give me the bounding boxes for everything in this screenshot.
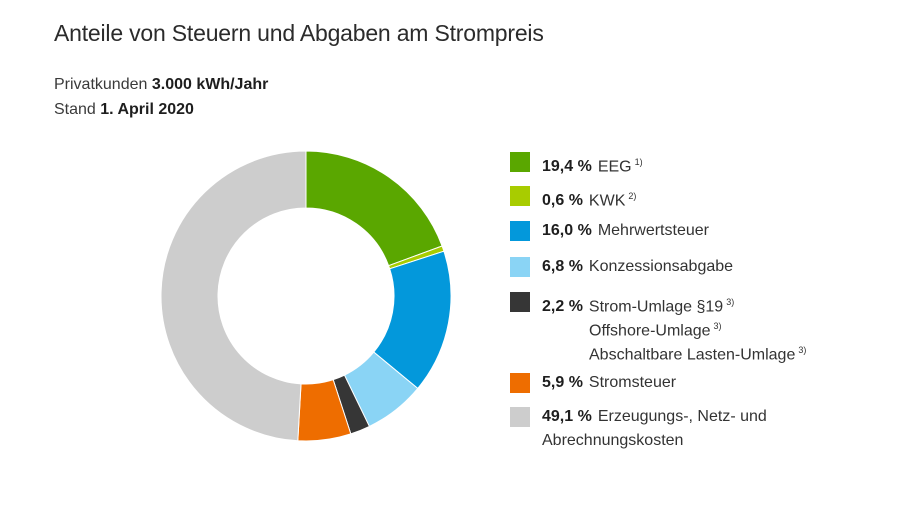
legend-swatch xyxy=(510,221,530,241)
chart-title: Anteile von Steuern und Abgaben am Strom… xyxy=(54,20,544,46)
legend-percent: 19,4 % xyxy=(542,158,592,176)
legend-name: Strom-Umlage §19 xyxy=(588,298,724,316)
legend-percent: 49,1 % xyxy=(542,408,592,425)
legend-name: Mehrwertsteuer xyxy=(597,222,709,239)
legend-swatch xyxy=(510,257,530,277)
legend-percent: 2,2 % xyxy=(542,298,583,316)
legend-continuation: Abrechnungskosten xyxy=(542,429,683,453)
subtitle-customer-label: Privatkunden xyxy=(54,76,148,93)
legend-continuation-text: Abschaltbare Lasten-Umlage xyxy=(589,346,796,364)
legend-name: Konzessionsabgabe xyxy=(588,258,734,275)
legend-continuation: Abschaltbare Lasten-Umlage 3) xyxy=(589,338,806,367)
legend-label: 49,1 % Erzeugungs-, Netz- und xyxy=(542,405,767,429)
legend-percent: 5,9 % xyxy=(542,374,583,391)
legend-continuation: Offshore-Umlage 3) xyxy=(589,314,722,343)
donut-chart xyxy=(160,150,452,442)
subtitle-date-value: 1. April 2020 xyxy=(100,101,194,118)
legend-swatch xyxy=(510,292,530,312)
legend-label: 0,6 % KWK 2) xyxy=(542,184,636,213)
legend-footnote: 3) xyxy=(713,321,722,331)
legend-label: 5,9 % Stromsteuer xyxy=(542,371,676,395)
legend-name: Erzeugungs-, Netz- und xyxy=(597,408,767,425)
legend-percent: 16,0 % xyxy=(542,222,592,239)
legend-label: 2,2 % Strom-Umlage §19 3) xyxy=(542,290,734,319)
legend-continuation-text: Abrechnungskosten xyxy=(542,432,684,449)
legend-footnote: 1) xyxy=(634,157,643,167)
legend-continuation-text: Offshore-Umlage xyxy=(589,322,711,340)
legend-footnote: 2) xyxy=(628,191,637,201)
legend-label: 19,4 % EEG 1) xyxy=(542,150,643,179)
legend-name: EEG xyxy=(597,158,632,176)
legend-name: KWK xyxy=(588,192,626,210)
legend-name: Stromsteuer xyxy=(588,374,677,391)
legend-footnote: 3) xyxy=(798,345,807,355)
legend-footnote: 3) xyxy=(726,297,735,307)
legend-percent: 0,6 % xyxy=(542,192,583,210)
legend-percent: 6,8 % xyxy=(542,258,583,275)
subtitle-date-label: Stand xyxy=(54,101,96,118)
subtitle-date: Stand 1. April 2020 xyxy=(54,101,194,119)
legend-swatch xyxy=(510,152,530,172)
legend-swatch xyxy=(510,373,530,393)
subtitle-customer: Privatkunden 3.000 kWh/Jahr xyxy=(54,76,268,94)
donut-slice xyxy=(160,150,307,442)
legend-swatch xyxy=(510,186,530,206)
legend-swatch xyxy=(510,407,530,427)
legend-label: 6,8 % Konzessionsabgabe xyxy=(542,255,733,279)
legend-label: 16,0 % Mehrwertsteuer xyxy=(542,219,709,243)
donut-slice xyxy=(305,150,443,267)
subtitle-customer-value: 3.000 kWh/Jahr xyxy=(151,76,269,93)
